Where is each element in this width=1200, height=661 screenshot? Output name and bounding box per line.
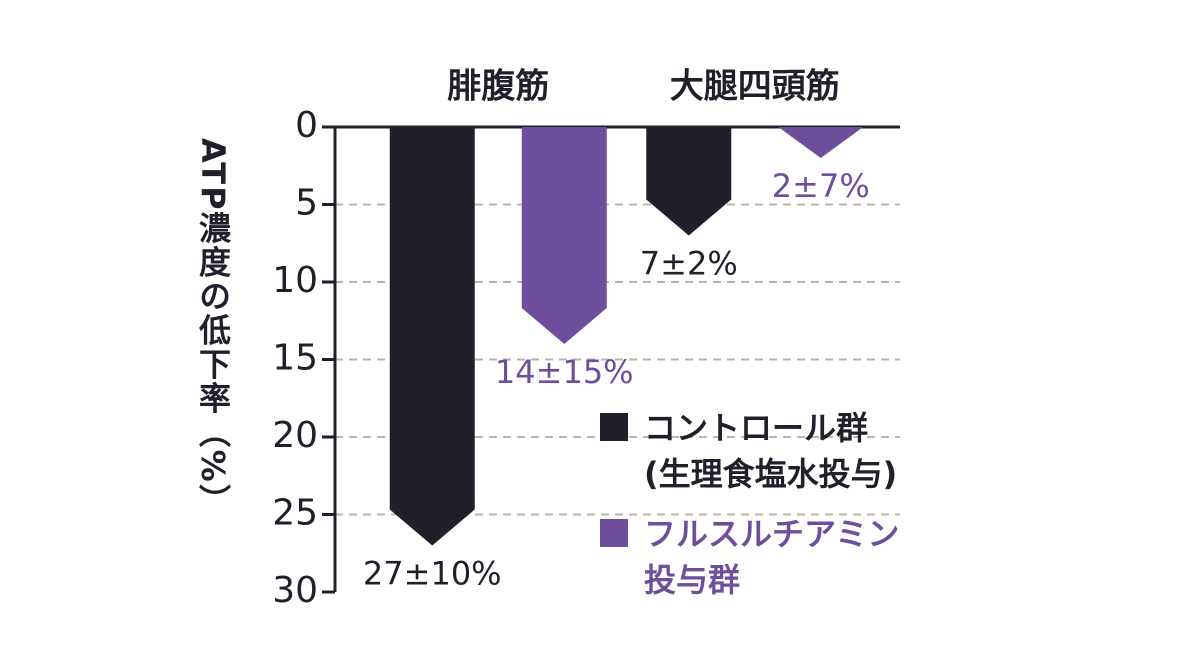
value-label: 7±2% [640,245,738,283]
bar [521,127,607,344]
bar [646,127,732,236]
y-axis-label: ATP濃度の低下率（%） [194,138,232,518]
legend-label: フルスルチアミン 投与群 [644,515,900,599]
value-label: 27±10% [363,555,502,593]
y-tick-label: 30 [272,570,318,611]
y-tick-label: 15 [272,338,318,379]
legend-item: フルスルチアミン 投与群 [600,511,899,603]
legend-swatch [600,413,628,441]
legend-label: コントロール群 (生理食塩水投与) [644,409,898,493]
value-label: 14±15% [495,353,634,391]
category-label: 腓腹筋 [447,67,549,107]
legend: コントロール群 (生理食塩水投与) フルスルチアミン 投与群 [600,405,899,617]
y-tick-label: 20 [272,415,318,456]
y-tick-label: 25 [272,493,318,534]
bar [389,127,475,546]
y-tick-label: 5 [295,183,318,224]
legend-swatch [600,519,628,547]
value-label: 2±7% [772,167,870,205]
bar [778,127,864,158]
category-label: 大腿四頭筋 [670,67,840,107]
y-tick-label: 10 [272,260,318,301]
legend-item: コントロール群 (生理食塩水投与) [600,405,899,497]
y-tick-label: 0 [295,105,318,146]
